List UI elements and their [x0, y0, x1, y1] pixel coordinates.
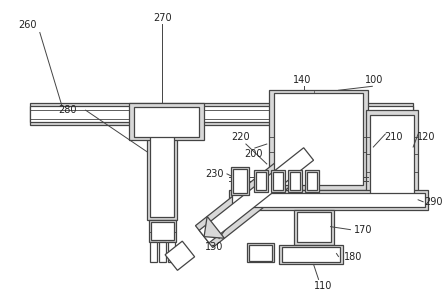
Bar: [282, 246, 341, 262]
Bar: [134, 107, 199, 137]
Text: 110: 110: [315, 281, 333, 291]
Bar: [366, 110, 418, 200]
Bar: [305, 170, 319, 192]
Polygon shape: [165, 241, 194, 270]
Bar: [370, 115, 414, 195]
Bar: [233, 169, 247, 193]
Bar: [279, 245, 343, 265]
Bar: [30, 106, 413, 122]
Polygon shape: [199, 148, 314, 243]
Bar: [30, 103, 413, 125]
Bar: [297, 212, 330, 242]
Text: 280: 280: [58, 105, 77, 115]
Bar: [129, 103, 204, 140]
Text: 220: 220: [232, 132, 250, 142]
Bar: [150, 127, 174, 217]
Text: 180: 180: [344, 252, 363, 262]
Bar: [290, 172, 299, 190]
Text: 200: 200: [245, 149, 263, 159]
Text: 170: 170: [354, 225, 373, 235]
Bar: [273, 172, 283, 190]
Bar: [294, 210, 334, 245]
Bar: [256, 172, 266, 190]
Text: 260: 260: [19, 20, 37, 30]
Bar: [274, 93, 363, 185]
Bar: [148, 125, 177, 220]
Bar: [232, 193, 425, 207]
Bar: [229, 190, 428, 210]
Bar: [152, 222, 174, 239]
Text: 130: 130: [205, 242, 223, 252]
Bar: [159, 242, 166, 262]
Bar: [249, 245, 272, 261]
Bar: [149, 220, 176, 242]
Text: 210: 210: [384, 132, 403, 142]
Polygon shape: [195, 143, 317, 248]
Text: 120: 120: [417, 132, 435, 142]
Text: 140: 140: [292, 75, 311, 85]
Bar: [307, 172, 317, 190]
Bar: [254, 170, 268, 192]
Text: 230: 230: [205, 169, 223, 179]
Bar: [288, 170, 302, 192]
Polygon shape: [204, 217, 225, 238]
Bar: [150, 242, 157, 262]
Bar: [271, 170, 285, 192]
Text: 100: 100: [365, 75, 384, 85]
Text: 290: 290: [424, 197, 442, 207]
Text: 270: 270: [153, 13, 171, 23]
Bar: [168, 242, 175, 262]
Bar: [247, 243, 274, 262]
Bar: [231, 167, 249, 195]
Bar: [269, 90, 368, 190]
